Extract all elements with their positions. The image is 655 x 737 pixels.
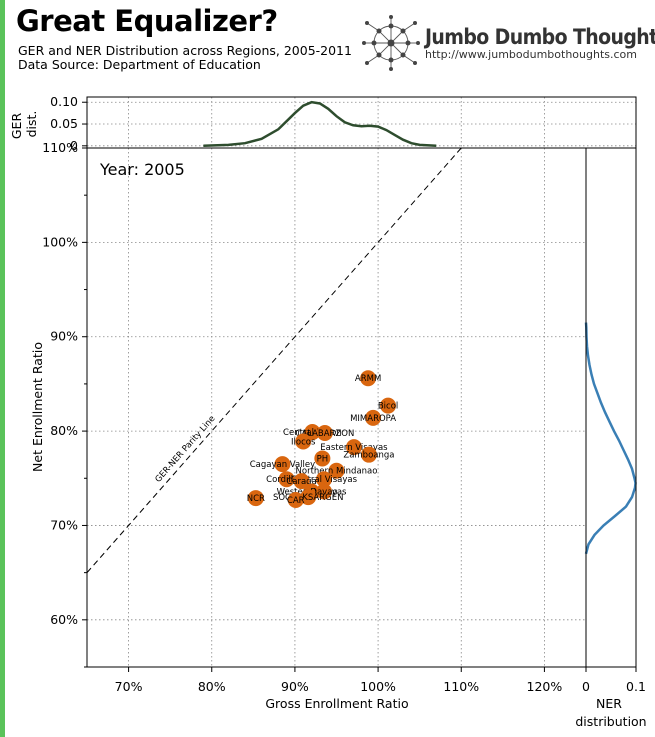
ner-tick-label: 0.1: [626, 679, 646, 694]
point-label: NCR: [247, 494, 265, 504]
ner-density-curve: [584, 322, 637, 555]
ger-dist-label: GER dist.: [9, 109, 39, 139]
point-marker: [345, 439, 362, 456]
point-label: Cagayan Valley: [250, 460, 315, 470]
scatter-point: SOCCSKSARGEN: [273, 489, 344, 506]
point-label: Caraga: [286, 477, 316, 487]
point-marker: [316, 424, 333, 441]
y-tick-label: 70%: [50, 517, 78, 532]
point-marker: [295, 433, 312, 450]
point-marker: [293, 473, 310, 490]
chart-title: Great Equalizer?: [16, 4, 278, 38]
point-label: Cordillera: [266, 475, 307, 485]
point-marker: [316, 471, 333, 488]
ger-tick-label: 0: [70, 138, 78, 153]
x-tick-label: 70%: [115, 679, 143, 694]
point-marker: [316, 483, 333, 500]
ger-tick-label: 0.10: [50, 94, 78, 109]
point-label: CAR: [287, 496, 305, 506]
brand-name: Jumbo Dumbo Thoughts: [425, 25, 655, 49]
point-marker: [287, 491, 304, 508]
parity-line-label: GER-NER Parity Line: [153, 414, 217, 485]
chart-subtitle: GER and NER Distribution across Regions,…: [18, 43, 352, 58]
point-label: Bicol: [378, 402, 398, 412]
point-marker: [380, 397, 397, 414]
scatter-point: PH: [314, 450, 331, 467]
scatter-points: ARMM Bicol MIMAROPA Central LuzonCALABARZON…: [247, 370, 398, 508]
data-source: Data Source: Department of Education: [18, 57, 261, 72]
point-marker: [300, 489, 317, 506]
main-grid: [87, 147, 586, 667]
x-tick-label: 80%: [198, 679, 226, 694]
scatter-point: Cordillera: [266, 471, 307, 488]
ger-density-frame: [86, 96, 637, 149]
ger-tick-label: 0.05: [50, 116, 78, 131]
x-tick-label: 90%: [281, 679, 309, 694]
main-plot-frame: [86, 147, 637, 668]
x-tick-label: 120%: [527, 679, 563, 694]
point-marker: [365, 409, 382, 426]
point-marker: [360, 370, 377, 387]
ner-dist-label: NER distribution: [575, 696, 646, 729]
point-marker: [274, 456, 291, 473]
scatter-point: Davao: [310, 483, 338, 500]
point-label: MIMAROPA: [350, 414, 396, 424]
scatter-point: Eastern Visayas: [320, 439, 388, 456]
point-marker: [278, 471, 295, 488]
y-tick-label: 110%: [42, 140, 78, 155]
y-tick-label: 60%: [50, 612, 78, 627]
year-label: Year: 2005: [99, 160, 185, 179]
point-label: Eastern Visayas: [320, 443, 388, 453]
scatter-point: CALABARZON: [295, 424, 354, 441]
y-tick-label: 80%: [50, 423, 78, 438]
scatter-point: Central Visayas: [291, 471, 358, 488]
point-label: Zamboanga: [343, 451, 394, 461]
axis-ticks: 70% 80% 90% 100% 110% 120% 60% 70% 80% 90% 100% 110…: [42, 94, 646, 694]
point-label: PH: [317, 454, 329, 464]
scatter-point: Bicol: [378, 397, 398, 414]
scatter-point: MIMAROPA: [350, 409, 396, 426]
point-label: Central Luzon: [283, 428, 342, 438]
point-label: ARMM: [355, 374, 381, 384]
x-axis-label: Gross Enrollment Ratio: [265, 696, 408, 711]
scatter-point: ARMM: [355, 370, 381, 387]
point-label: Central Visayas: [291, 475, 358, 485]
y-axis-label: Net Enrollment Ratio: [30, 342, 45, 472]
scatter-point: Zamboanga: [343, 446, 394, 463]
point-marker: [247, 490, 264, 507]
brand-url: http://www.jumbodumbothoughts.com: [425, 48, 637, 61]
network-logo-icon: [362, 15, 420, 71]
scatter-point: CAR: [287, 491, 305, 508]
x-tick-label: 110%: [443, 679, 479, 694]
ger-density-curve: [203, 100, 437, 148]
point-label: Northern Mindanao: [296, 467, 378, 477]
y-tick-label: 100%: [42, 234, 78, 249]
scatter-point: Cagayan Valley: [250, 456, 315, 473]
accent-bar: [0, 0, 5, 737]
point-marker: [314, 450, 331, 467]
y-tick-label: 90%: [50, 329, 78, 344]
point-marker: [360, 446, 377, 463]
scatter-point: Caraga: [286, 473, 317, 490]
point-marker: [328, 462, 345, 479]
point-label: SOCCSKSARGEN: [273, 493, 344, 503]
point-label: Davao: [310, 487, 337, 497]
x-tick-label: 100%: [360, 679, 396, 694]
ner-tick-label: 0: [582, 679, 590, 694]
point-label: CALABARZON: [295, 429, 354, 439]
scatter-point: Northern Mindanao: [296, 462, 378, 479]
ger-density-grid: [87, 97, 636, 148]
parity-line: [86, 147, 462, 573]
scatter-point: NCR: [247, 490, 265, 507]
scatter-point: Ilocos: [291, 433, 316, 450]
point-label: Ilocos: [291, 437, 316, 447]
